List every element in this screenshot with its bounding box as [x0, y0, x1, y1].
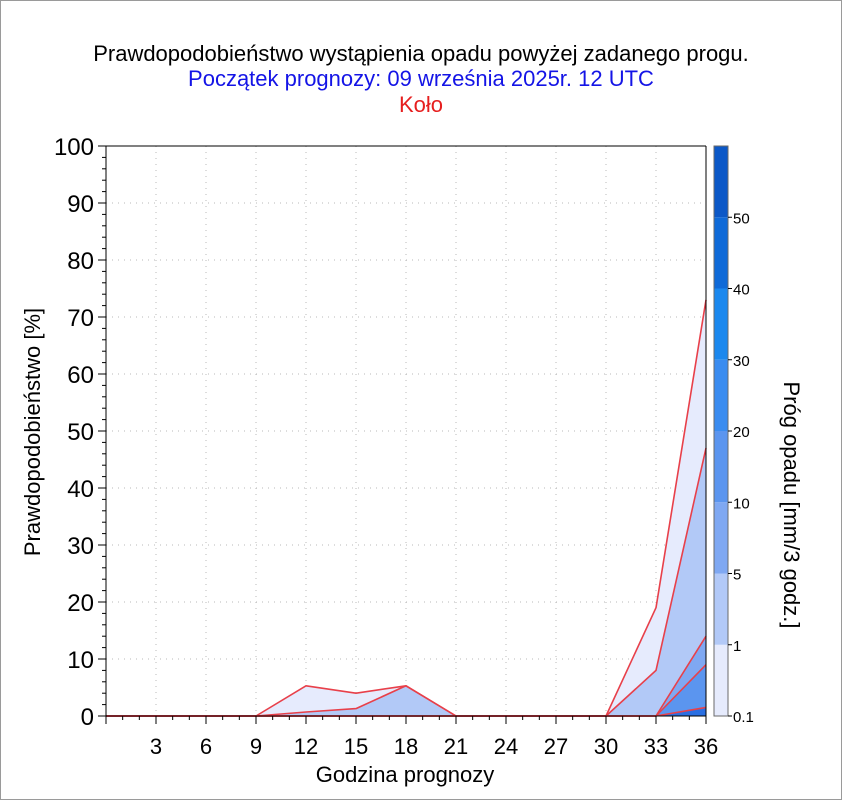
colorbar-segment: [714, 644, 728, 716]
chart-title: Prawdopodobieństwo wystąpienia opadu pow…: [93, 41, 749, 66]
y-tick-label: 70: [67, 305, 94, 332]
y-tick-label: 0: [81, 704, 94, 731]
area-threshold-1: [106, 448, 706, 716]
y-axis-label: Prawdopodobieństwo [%]: [20, 308, 45, 556]
grid: [106, 146, 706, 716]
x-tick-label: 33: [644, 734, 668, 759]
colorbar-segment: [714, 573, 728, 645]
colorbar-tick-label: 0.1: [733, 709, 754, 726]
colorbar-tick-label: 50: [733, 210, 750, 227]
x-tick-label: 30: [594, 734, 618, 759]
colorbar-segment: [714, 217, 728, 289]
series-areas: [106, 299, 706, 716]
y-tick-label: 10: [67, 647, 94, 674]
x-tick-label: 12: [294, 734, 318, 759]
colorbar-tick-label: 40: [733, 282, 750, 299]
x-tick-label: 6: [200, 734, 212, 759]
y-tick-label: 40: [67, 476, 94, 503]
colorbar-tick-label: 30: [733, 353, 750, 370]
colorbar-tick-label: 5: [733, 567, 741, 584]
colorbar: 0.1 1 5 10 20 30 40 50: [713, 145, 754, 726]
y-tick-label: 90: [67, 191, 94, 218]
area-threshold-0_1: [106, 299, 706, 716]
chart-location: Koło: [398, 92, 444, 117]
x-tick-label: 9: [250, 734, 262, 759]
y-tick-label: 60: [67, 362, 94, 389]
colorbar-label: Próg opadu [mm/3 godz.]: [779, 381, 804, 628]
x-axis-label: Godzina prognozy: [316, 762, 495, 787]
colorbar-tick-label: 20: [733, 424, 750, 441]
colorbar-segment: [714, 502, 728, 574]
colorbar-tick-label: 1: [733, 638, 741, 655]
y-tick-label: 80: [67, 248, 94, 275]
y-tick-label: 20: [67, 590, 94, 617]
y-tick-label: 50: [67, 419, 94, 446]
x-tick-label: 15: [344, 734, 368, 759]
chart-subtitle: Początek prognozy: 09 września 2025r. 12…: [188, 66, 654, 91]
x-tick-label: 24: [494, 734, 518, 759]
colorbar-segment: [714, 359, 728, 431]
x-tick-label: 36: [694, 734, 718, 759]
colorbar-segment: [714, 288, 728, 360]
x-tick-label: 18: [394, 734, 418, 759]
colorbar-segment: [714, 431, 728, 503]
colorbar-segment: [714, 146, 728, 218]
x-tick-label: 3: [150, 734, 162, 759]
y-tick-label: 30: [67, 533, 94, 560]
x-tick-label: 27: [544, 734, 568, 759]
y-tick-label: 100: [54, 134, 94, 161]
x-tick-label: 21: [444, 734, 468, 759]
colorbar-tick-label: 10: [733, 495, 750, 512]
